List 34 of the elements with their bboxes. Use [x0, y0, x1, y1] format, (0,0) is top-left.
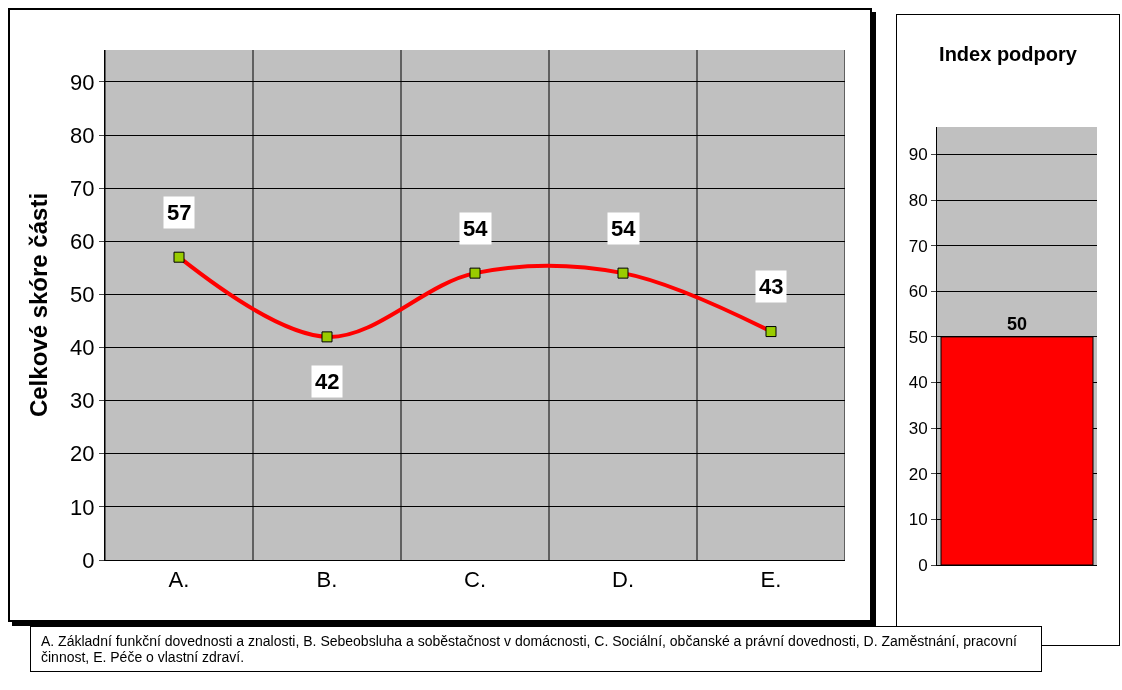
chart-title: Index podpory	[939, 42, 1078, 65]
y-tick-label: 30	[908, 419, 928, 439]
text: A. Základní funkční dovednosti a znalosti, B. Sebeobsluha a soběstačnost v domácnosti, C. Sociální, občanské a právní dovednosti, D. Zaměstnání, pracovní činnost, E. Péče o vlastní zdraví.	[30, 626, 1042, 672]
y-tick-label: 30	[70, 388, 95, 414]
y-tick-label: 90	[908, 145, 928, 165]
y-tick-label: 60	[908, 282, 928, 302]
y-tick-label: 40	[70, 335, 95, 361]
x-tick-label: E.	[760, 567, 782, 593]
y-tick-label: 0	[82, 547, 95, 573]
x-tick-label: C.	[464, 567, 486, 593]
data-label: 42	[315, 369, 340, 394]
x-tick-label: A.	[168, 567, 190, 593]
x-tick-label: B.	[316, 567, 338, 593]
y-tick-label: 70	[70, 175, 95, 201]
y-tick-label: 40	[908, 373, 928, 393]
y-tick-label: 70	[908, 236, 928, 256]
y-axis-title: Celkové skóre části	[25, 192, 52, 418]
data-label: 54	[463, 216, 489, 241]
y-tick-label: 80	[70, 122, 95, 148]
y-tick-label: 10	[70, 494, 95, 520]
y-tick-label: 20	[908, 464, 928, 484]
x-tick-label: D.	[612, 567, 634, 593]
y-tick-label: 80	[908, 190, 928, 210]
y-tick-label: 50	[908, 327, 928, 347]
data-label: 57	[167, 200, 192, 225]
y-tick-label: 90	[70, 69, 95, 95]
y-tick-label: 20	[70, 441, 95, 467]
y-tick-label: 0	[918, 555, 928, 575]
y-tick-label: 60	[70, 228, 95, 254]
y-tick-label: 10	[908, 510, 928, 530]
y-tick-label: 50	[70, 282, 95, 308]
data-label: 43	[759, 274, 784, 299]
data-label: 50	[1006, 313, 1028, 334]
data-label: 54	[611, 216, 637, 241]
